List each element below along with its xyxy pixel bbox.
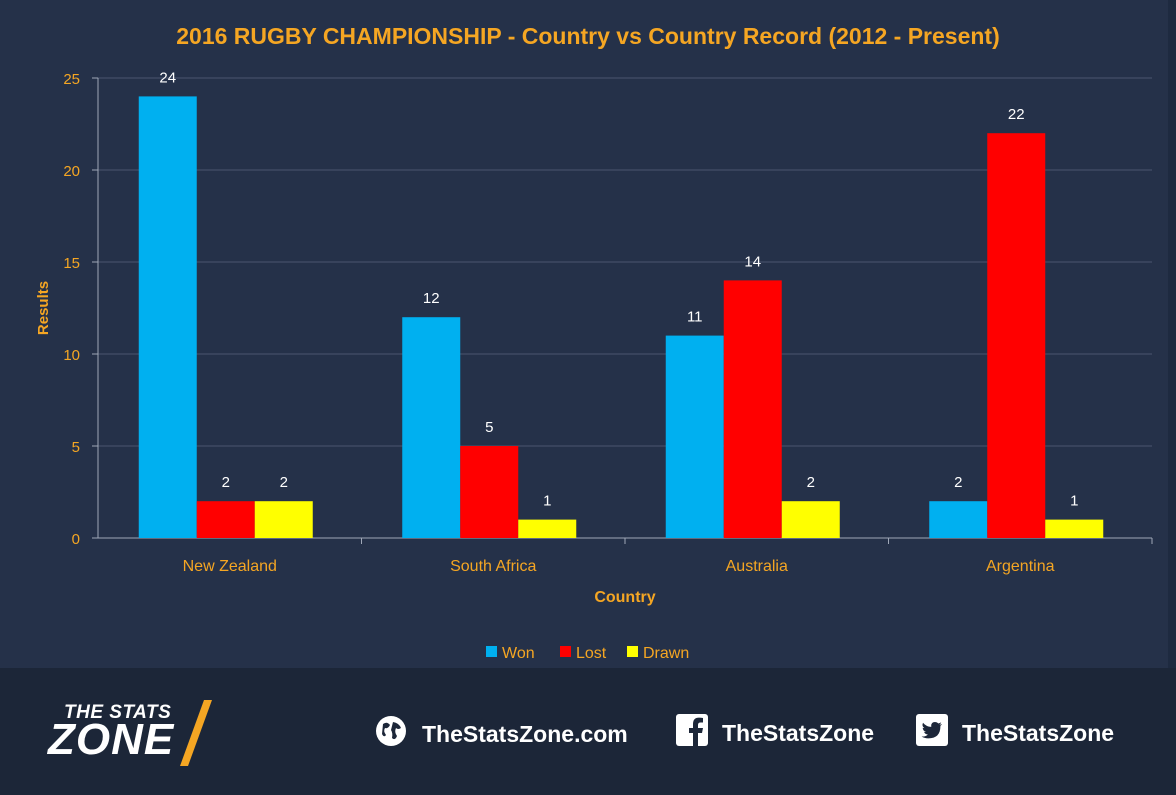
data-label: 22: [1008, 106, 1025, 123]
twitter-text: TheStatsZone: [962, 719, 1115, 746]
y-tick-label: 5: [72, 439, 80, 456]
logo-bottom-text: ZONE: [48, 715, 175, 764]
website-text: TheStatsZone.com: [422, 720, 628, 747]
facebook-icon: [676, 714, 708, 752]
x-tick-label: Australia: [726, 558, 788, 575]
x-tick-label: New Zealand: [183, 558, 277, 575]
legend-label-drawn: Drawn: [643, 645, 689, 662]
bar-won: [138, 96, 197, 539]
data-label: 11: [687, 309, 703, 326]
bar-won: [929, 501, 988, 538]
chart-area: 2016 RUGBY CHAMPIONSHIP - Country vs Cou…: [35, 23, 1153, 662]
bar-lost: [460, 446, 519, 538]
legend-label-won: Won: [502, 645, 535, 662]
y-axis-label: Results: [35, 281, 52, 335]
legend-swatch-won: [486, 646, 497, 657]
facebook-text: TheStatsZone: [722, 719, 875, 746]
legend-swatch-lost: [560, 646, 571, 657]
y-tick-label: 15: [63, 255, 80, 272]
twitter-icon: [916, 714, 948, 752]
y-tick-label: 20: [63, 163, 80, 180]
footer: THE STATS ZONE TheStatsZone.com TheStats…: [0, 668, 1176, 795]
data-label: 12: [423, 290, 440, 307]
data-label: 24: [159, 69, 176, 86]
y-tick-label: 10: [63, 347, 80, 364]
data-label: 2: [954, 474, 962, 491]
legend-label-lost: Lost: [576, 645, 607, 662]
bar-lost: [723, 280, 782, 538]
bar-lost: [196, 501, 255, 538]
data-label: 2: [222, 474, 230, 491]
data-label: 14: [744, 253, 761, 270]
bar-chart: 2016 RUGBY CHAMPIONSHIP - Country vs Cou…: [35, 23, 1153, 662]
y-tick-label: 25: [63, 71, 80, 88]
x-tick-label: South Africa: [450, 558, 536, 575]
bar-drawn: [1045, 519, 1104, 538]
data-label: 1: [1070, 493, 1078, 510]
bar-won: [665, 335, 724, 538]
bar-won: [402, 317, 461, 538]
x-axis-label: Country: [594, 589, 655, 606]
logo-slash-icon: [180, 700, 212, 766]
legend-swatch-drawn: [627, 646, 638, 657]
globe-icon: [374, 714, 408, 754]
chart-title: 2016 RUGBY CHAMPIONSHIP - Country vs Cou…: [176, 23, 1000, 49]
logo-top-text: THE STATS: [64, 702, 172, 723]
x-tick-label: Argentina: [986, 558, 1055, 575]
twitter-link[interactable]: TheStatsZone: [916, 714, 1114, 752]
data-label: 1: [543, 493, 551, 510]
data-label: 5: [485, 419, 493, 436]
bar-lost: [987, 133, 1046, 538]
bar-drawn: [518, 519, 577, 538]
facebook-link[interactable]: TheStatsZone: [676, 714, 874, 752]
stats-zone-logo[interactable]: THE STATS ZONE: [44, 696, 254, 766]
y-tick-label: 0: [72, 531, 80, 548]
website-link[interactable]: TheStatsZone.com: [374, 714, 628, 754]
bar-drawn: [781, 501, 840, 538]
bar-drawn: [254, 501, 313, 538]
data-label: 2: [280, 474, 288, 491]
data-label: 2: [807, 474, 815, 491]
